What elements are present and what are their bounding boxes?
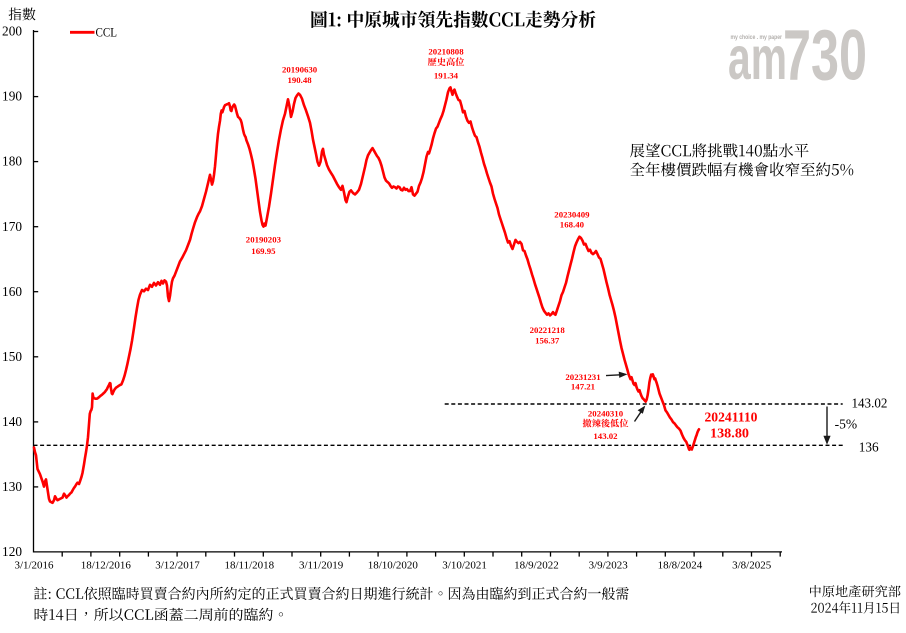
svg-text:3/8/2025: 3/8/2025 — [732, 560, 772, 572]
svg-text:138.80: 138.80 — [710, 427, 749, 442]
svg-text:170: 170 — [2, 219, 22, 234]
svg-text:190: 190 — [2, 89, 22, 104]
svg-text:200: 200 — [2, 24, 22, 39]
svg-text:20240310: 20240310 — [588, 408, 624, 418]
svg-text:20221218: 20221218 — [530, 325, 566, 335]
svg-text:143.02: 143.02 — [593, 431, 618, 441]
svg-text:143.02: 143.02 — [852, 397, 888, 412]
svg-text:am: am — [728, 24, 787, 92]
svg-text:18/9/2022: 18/9/2022 — [514, 560, 559, 572]
svg-text:-5%: -5% — [835, 417, 858, 432]
svg-text:20230409: 20230409 — [554, 210, 590, 220]
svg-text:18/8/2024: 18/8/2024 — [658, 560, 703, 572]
svg-text:150: 150 — [2, 349, 22, 364]
svg-text:18/12/2016: 18/12/2016 — [81, 560, 132, 572]
svg-text:20190630: 20190630 — [282, 65, 318, 75]
svg-text:20241110: 20241110 — [705, 411, 758, 426]
svg-text:130: 130 — [2, 479, 22, 494]
svg-text:3/11/2019: 3/11/2019 — [299, 560, 344, 572]
svg-text:136: 136 — [859, 441, 879, 456]
svg-text:18/10/2020: 18/10/2020 — [368, 560, 419, 572]
svg-text:18/11/2018: 18/11/2018 — [224, 560, 274, 572]
svg-text:140: 140 — [2, 414, 22, 429]
svg-text:3/9/2023: 3/9/2023 — [589, 560, 629, 572]
svg-text:169.95: 169.95 — [251, 246, 276, 256]
svg-text:20190203: 20190203 — [246, 234, 282, 244]
svg-text:180: 180 — [2, 154, 22, 169]
svg-text:191.34: 191.34 — [434, 70, 459, 80]
svg-text:190.48: 190.48 — [287, 75, 312, 85]
svg-text:3/1/2016: 3/1/2016 — [14, 560, 54, 572]
svg-text:3/12/2017: 3/12/2017 — [155, 560, 200, 572]
svg-text:20231231: 20231231 — [565, 372, 600, 382]
svg-text:CCL: CCL — [96, 25, 118, 40]
svg-text:120: 120 — [2, 544, 22, 559]
svg-text:147.21: 147.21 — [571, 382, 595, 392]
svg-text:160: 160 — [2, 284, 22, 299]
svg-text:my choice . my paper: my choice . my paper — [731, 34, 783, 41]
svg-text:168.40: 168.40 — [560, 220, 585, 230]
svg-text:156.37: 156.37 — [535, 335, 560, 345]
svg-text:20210808: 20210808 — [428, 46, 464, 56]
svg-text:3/10/2021: 3/10/2021 — [442, 560, 487, 572]
svg-text:730: 730 — [783, 17, 867, 96]
